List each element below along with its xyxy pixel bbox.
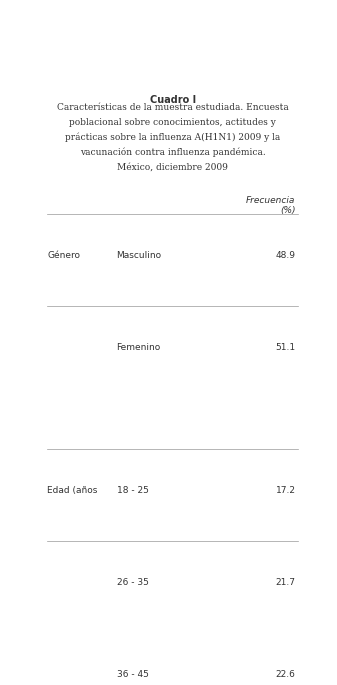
Text: 22.6: 22.6	[276, 671, 296, 680]
Text: Frecuencia
(%): Frecuencia (%)	[246, 196, 296, 215]
Text: 18 - 25: 18 - 25	[117, 486, 148, 495]
Text: prácticas sobre la influenza A(H1N1) 2009 y la: prácticas sobre la influenza A(H1N1) 200…	[65, 133, 280, 142]
Text: México, diciembre 2009: México, diciembre 2009	[117, 162, 228, 171]
Text: Masculino: Masculino	[117, 251, 162, 260]
Text: 48.9: 48.9	[275, 251, 296, 260]
Text: 51.1: 51.1	[275, 343, 296, 352]
Text: 26 - 35: 26 - 35	[117, 578, 148, 587]
Text: 36 - 45: 36 - 45	[117, 671, 148, 680]
Text: vacunación contra influenza pandémica.: vacunación contra influenza pandémica.	[80, 147, 266, 157]
Text: Femenino: Femenino	[117, 343, 161, 352]
Text: 17.2: 17.2	[275, 486, 296, 495]
Text: Características de la muestra estudiada. Encuesta: Características de la muestra estudiada.…	[57, 103, 288, 112]
Text: poblacional sobre conocimientos, actitudes y: poblacional sobre conocimientos, actitud…	[69, 118, 276, 127]
Text: Género: Género	[47, 251, 80, 260]
Text: 21.7: 21.7	[275, 578, 296, 587]
Text: Edad (años: Edad (años	[47, 486, 98, 495]
Text: Cuadro I: Cuadro I	[150, 95, 196, 105]
